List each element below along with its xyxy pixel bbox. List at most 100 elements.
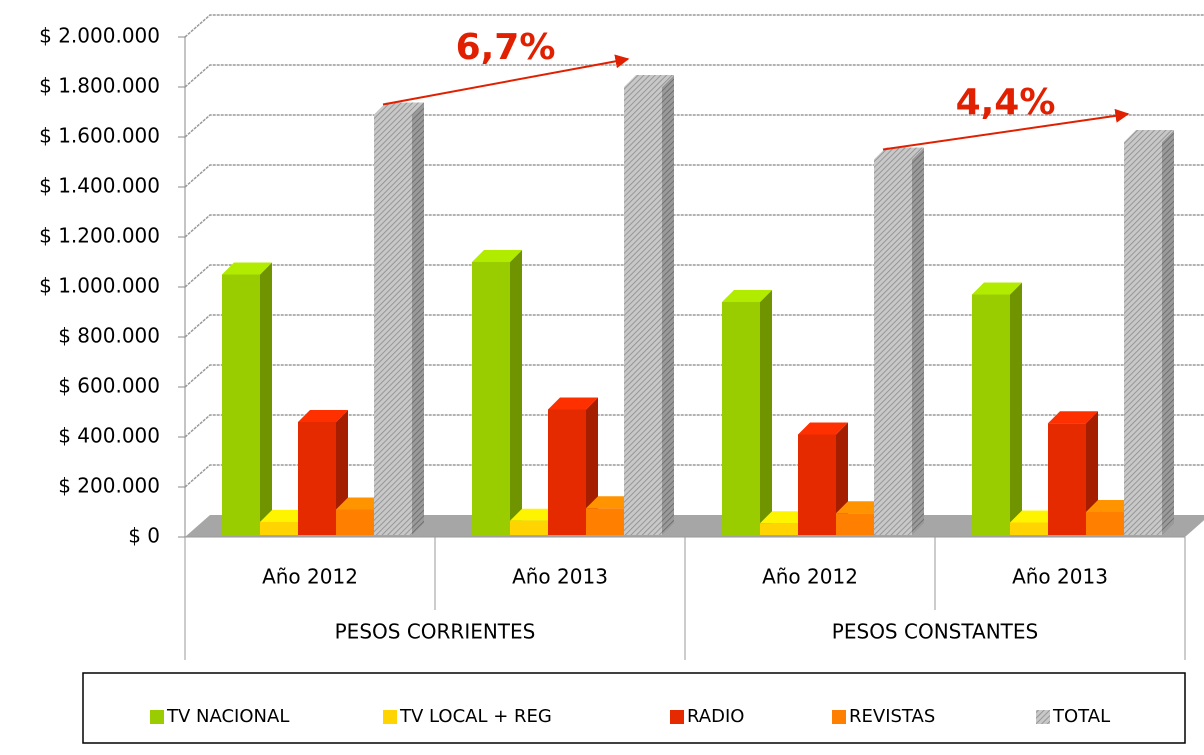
bar-top [260,510,310,522]
bar-front [972,294,1010,535]
legend-label: REVISTAS [849,706,935,727]
x-tick-label: Año 2013 [512,565,608,589]
bar-top [760,511,810,524]
y-tick-label: $ 1.400.000 [39,174,160,198]
y-tick-label: $ 0 [128,524,160,548]
bar-front [1048,423,1086,535]
bar-front [1010,522,1048,535]
grid-line [184,314,1204,338]
annotation: 4,4% [956,82,1056,123]
bar-front [624,87,662,535]
bar-front [548,409,586,535]
bar-side [1010,282,1022,535]
bar [874,147,924,535]
legend-swatch [1036,710,1050,724]
bar-front [760,523,798,535]
bar-top [510,508,560,521]
y-tick-label: $ 1.800.000 [39,74,160,98]
bar-top [798,422,848,435]
group-label: PESOS CONSTANTES [832,620,1038,644]
bar-top [1048,411,1098,424]
bar-top [336,497,386,510]
grid-line [184,164,1204,188]
bar-front [586,508,624,535]
bar-top [586,496,636,509]
y-tick-label: $ 1.600.000 [39,124,160,148]
bar-top [722,290,772,302]
bar-front [510,520,548,535]
bar [374,102,424,535]
grid-line [184,114,1204,138]
bar-top [472,250,522,262]
bar [624,75,674,535]
bar-side [912,147,924,535]
bar-side [760,290,772,535]
x-tick-label: Año 2013 [1012,565,1108,589]
y-tick-label: $ 1.000.000 [39,274,160,298]
annotation: 6,7% [456,27,556,68]
bar [798,422,848,535]
bar-front [222,274,260,535]
bar-front [722,302,760,535]
y-tick-label: $ 800.000 [58,324,160,348]
bar-side [662,75,674,535]
bar-front [1086,512,1124,535]
bar-front [260,522,298,535]
bar-top [1086,500,1136,512]
bar-top [972,282,1022,295]
bar-top [1010,510,1060,523]
bar-front [1124,142,1162,535]
y-tick-label: $ 2.000.000 [39,24,160,48]
legend-label: TV LOCAL + REG [399,706,552,727]
bar-front [836,513,874,535]
bar-front [798,434,836,535]
y-tick-label: $ 600.000 [58,374,160,398]
bar-front [874,159,912,535]
bar [972,282,1022,535]
bar-front [298,422,336,535]
grid-line [184,264,1204,288]
legend-swatch [670,710,684,724]
bar-side [510,250,522,535]
bar [222,262,272,535]
x-tick-label: Año 2012 [762,565,858,589]
bar-side [260,262,272,535]
annotation-arrow [382,54,630,106]
bar-top [222,262,272,275]
y-tick-label: $ 400.000 [58,424,160,448]
bar-side [1162,130,1174,535]
bar-front [472,262,510,535]
group-label: PESOS CORRIENTES [335,620,536,644]
bar-top [1124,130,1174,142]
bar-top [624,75,674,87]
bar [1124,130,1174,535]
legend-swatch [832,710,846,724]
bar [722,290,772,535]
bar-top [836,501,886,514]
bar-top [298,410,348,422]
bar [472,250,522,535]
bar [1010,510,1060,535]
bar-top [374,102,424,115]
bar-front [336,509,374,535]
bar-top [874,147,924,160]
legend-label: RADIO [687,706,744,727]
grid-line [184,64,1204,88]
grid-line [184,14,1204,38]
legend-label: TOTAL [1052,706,1110,727]
grid-line [184,214,1204,238]
y-tick-label: $ 1.200.000 [39,224,160,248]
bar-front [374,114,412,535]
bar-side [412,102,424,535]
grid-line [184,364,1204,388]
bar-top [548,397,598,410]
legend-label: TV NACIONAL [166,706,289,727]
x-tick-label: Año 2012 [262,565,358,589]
floor [185,515,1204,537]
legend-swatch [150,710,164,724]
y-tick-label: $ 200.000 [58,474,160,498]
legend-swatch [383,710,397,724]
bar [298,410,348,535]
legend-box [82,672,1186,744]
